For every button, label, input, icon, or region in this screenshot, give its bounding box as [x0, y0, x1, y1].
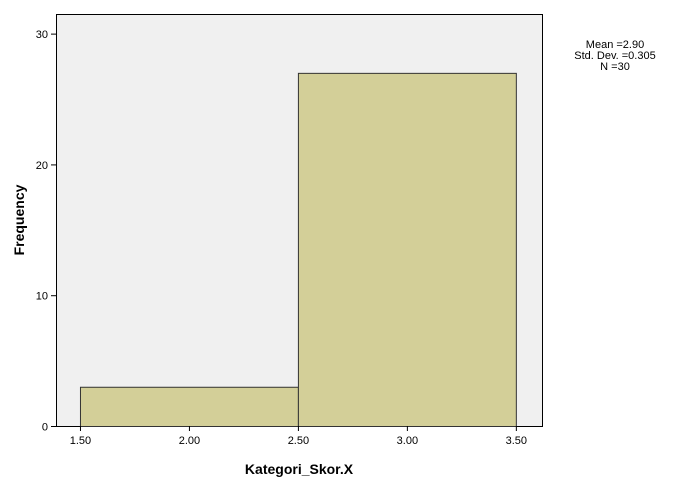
- y-axis-title: Frequency: [11, 184, 27, 255]
- x-axis: 1.50 2.00 2.50 3.00 3.50: [70, 426, 527, 447]
- stats-box: Mean =2.90 Std. Dev. =0.305 N =30: [560, 40, 670, 73]
- x-tick-label: 2.00: [179, 435, 200, 447]
- x-tick-label: 3.50: [506, 435, 527, 447]
- stats-n: N =30: [600, 61, 630, 73]
- bars-group: [79, 72, 517, 427]
- x-tick-label: 2.50: [288, 435, 309, 447]
- x-tick-label: 1.50: [70, 435, 91, 447]
- y-tick-label: 20: [36, 160, 48, 172]
- stats-mean: Mean =2.90: [585, 39, 645, 51]
- y-tick-label: 0: [42, 422, 48, 434]
- histogram-bar-2: [297, 72, 517, 427]
- y-axis: 0 10 20 30: [36, 29, 56, 434]
- x-axis-title: Kategori_Skor.X: [245, 461, 354, 477]
- y-tick-label: 30: [36, 29, 48, 41]
- x-tick-label: 3.00: [397, 435, 418, 447]
- y-tick-label: 10: [36, 291, 48, 303]
- histogram-bar-1: [79, 386, 299, 427]
- stats-std-dev: Std. Dev. =0.305: [574, 50, 656, 62]
